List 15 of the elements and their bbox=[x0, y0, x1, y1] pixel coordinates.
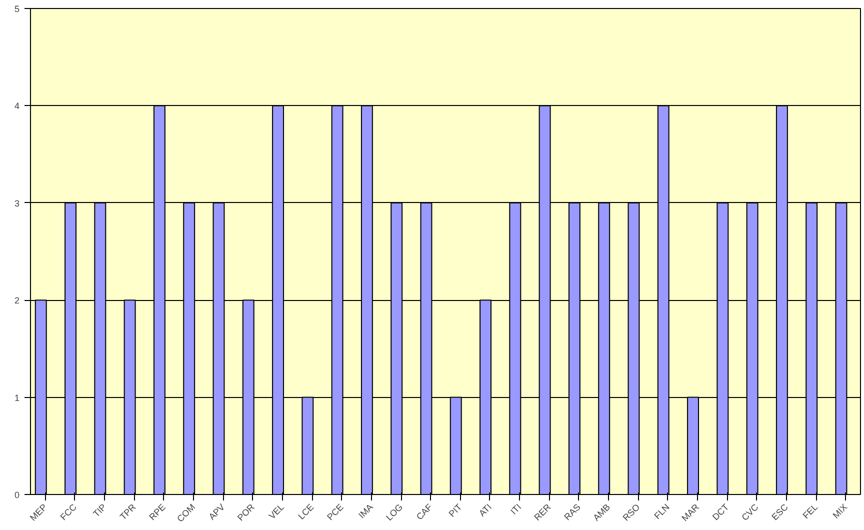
x-tick-label: FEL bbox=[800, 502, 820, 521]
x-tick-label: PIT bbox=[446, 502, 464, 519]
y-tick-label: 1 bbox=[14, 392, 20, 403]
x-tick-label: ATI bbox=[477, 502, 494, 518]
x-tick-label: ITI bbox=[508, 502, 524, 516]
x-tick-label: TPR bbox=[118, 502, 138, 522]
y-tick-label: 4 bbox=[14, 101, 20, 112]
x-tick-label: VEL bbox=[266, 502, 286, 522]
y-tick-label: 5 bbox=[14, 4, 20, 14]
x-tick-label: MIX bbox=[830, 502, 850, 520]
y-tick-label: 3 bbox=[14, 198, 20, 208]
y-tick-label: 0 bbox=[14, 490, 20, 500]
y-tick-label: 2 bbox=[14, 296, 20, 306]
x-tick-label: TIP bbox=[91, 502, 108, 519]
x-tick-label: IMA bbox=[356, 502, 375, 520]
